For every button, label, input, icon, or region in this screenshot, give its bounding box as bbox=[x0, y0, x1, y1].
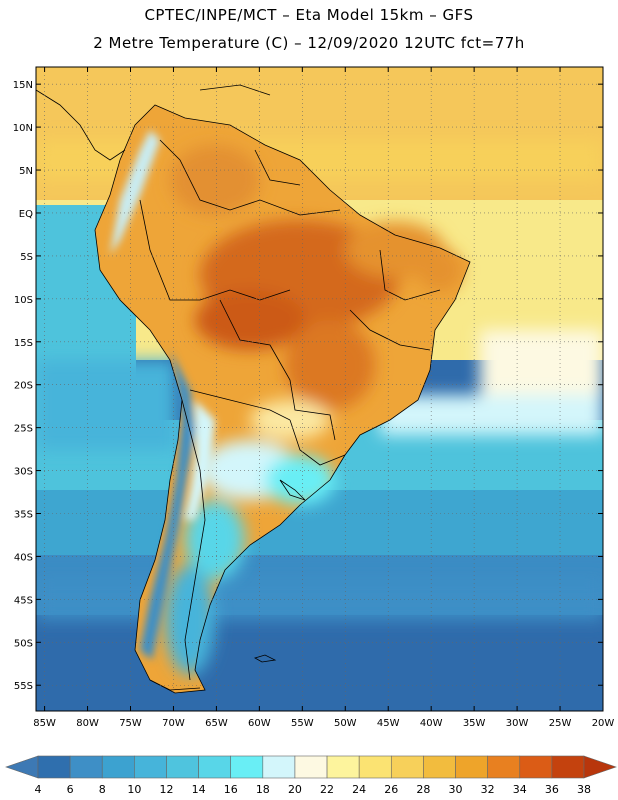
colorbar-label: 8 bbox=[99, 783, 106, 796]
colorbar-label: 24 bbox=[352, 783, 366, 796]
graticule bbox=[36, 67, 603, 711]
lon-label: 80W bbox=[76, 718, 99, 729]
colorbar-label: 32 bbox=[481, 783, 495, 796]
colorbar-arrow-high bbox=[583, 755, 617, 779]
colorbar-swatch bbox=[230, 755, 264, 779]
colorbar-label: 34 bbox=[513, 783, 527, 796]
lat-label: 55S bbox=[14, 681, 33, 692]
colorbar: 4 6 8 10 12 14 16 18 20 22 24 26 28 30 32 34 36 38 bbox=[5, 755, 617, 796]
colorbar-label: 14 bbox=[192, 783, 206, 796]
lat-label: EQ bbox=[19, 209, 33, 220]
lat-label: 10N bbox=[13, 123, 33, 134]
lon-label: 55W bbox=[291, 718, 314, 729]
colorbar-label: 36 bbox=[545, 783, 559, 796]
colorbar-swatch bbox=[487, 755, 521, 779]
colorbar-swatch bbox=[326, 755, 360, 779]
map-subtitle: 2 Metre Temperature (C) – 12/09/2020 12U… bbox=[93, 34, 525, 52]
lon-label: 50W bbox=[334, 718, 357, 729]
colorbar-label: 30 bbox=[449, 783, 463, 796]
lon-label: 65W bbox=[205, 718, 228, 729]
colorbar-swatch bbox=[294, 755, 328, 779]
colorbar-swatch bbox=[198, 755, 232, 779]
lat-label: 25S bbox=[14, 424, 33, 435]
lat-label: 35S bbox=[14, 510, 33, 521]
colorbar-swatch bbox=[166, 755, 199, 779]
colorbar-swatch bbox=[455, 755, 488, 779]
colorbar-label: 6 bbox=[67, 783, 74, 796]
colorbar-label: 12 bbox=[159, 783, 173, 796]
lat-label: 30S bbox=[14, 467, 33, 478]
colorbar-swatch bbox=[519, 755, 553, 779]
country-borders bbox=[94, 104, 471, 694]
colorbar-swatch bbox=[69, 755, 103, 779]
lat-label: 20S bbox=[14, 381, 33, 392]
lon-label: 40W bbox=[420, 718, 443, 729]
lon-label: 25W bbox=[549, 718, 572, 729]
colorbar-swatch bbox=[134, 755, 167, 779]
colorbar-label: 10 bbox=[127, 783, 141, 796]
colorbar-label: 38 bbox=[577, 783, 591, 796]
lon-label: 70W bbox=[162, 718, 185, 729]
colorbar-swatch bbox=[37, 755, 71, 779]
lon-label: 30W bbox=[506, 718, 529, 729]
colorbar-label: 28 bbox=[416, 783, 430, 796]
colorbar-swatch bbox=[423, 755, 456, 779]
lon-label: 20W bbox=[592, 718, 615, 729]
lon-label: 85W bbox=[33, 718, 56, 729]
colorbar-label: 4 bbox=[35, 783, 42, 796]
lon-label: 75W bbox=[119, 718, 142, 729]
colorbar-swatch bbox=[358, 755, 392, 779]
map-title: CPTEC/INPE/MCT – Eta Model 15km – GFS bbox=[144, 6, 474, 24]
colorbar-swatch bbox=[262, 755, 296, 779]
map-frame bbox=[35, 66, 604, 712]
colorbar-swatch bbox=[551, 755, 585, 779]
colorbar-label: 16 bbox=[224, 783, 238, 796]
lat-label: 45S bbox=[14, 595, 33, 606]
lon-label: 60W bbox=[248, 718, 271, 729]
caribbean-coast bbox=[36, 84, 271, 161]
lat-label: 15N bbox=[13, 80, 33, 91]
colorbar-swatch bbox=[390, 755, 424, 779]
lat-label: 10S bbox=[14, 295, 33, 306]
map-field bbox=[36, 67, 603, 711]
colorbar-label: 26 bbox=[384, 783, 398, 796]
colorbar-label: 22 bbox=[320, 783, 334, 796]
colorbar-swatch bbox=[101, 755, 135, 779]
colorbar-label: 20 bbox=[288, 783, 302, 796]
lat-label: 5S bbox=[20, 252, 33, 263]
lat-label: 5N bbox=[19, 166, 33, 177]
colorbar-arrow-low bbox=[5, 755, 39, 779]
latitude-axis: 15N 10N 5N EQ 5S 10S 15S 20S 25S 30S 35S 40S 45S 50S 5… bbox=[13, 80, 603, 692]
lon-label: 45W bbox=[377, 718, 400, 729]
lat-label: 15S bbox=[14, 338, 33, 349]
lat-label: 40S bbox=[14, 552, 33, 563]
lon-label: 35W bbox=[463, 718, 486, 729]
colorbar-label: 18 bbox=[256, 783, 270, 796]
lat-label: 50S bbox=[14, 638, 33, 649]
longitude-axis: 85W 80W 75W 70W 65W 60W 55W 50W 45W 40W 35W 30W 25W 2… bbox=[33, 67, 614, 729]
